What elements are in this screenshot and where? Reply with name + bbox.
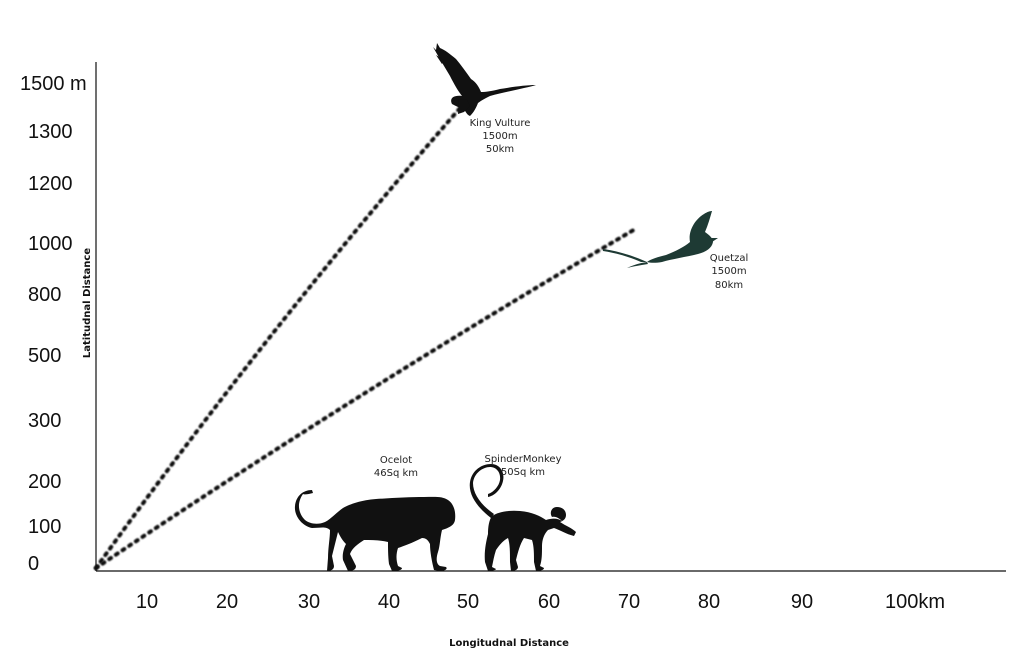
king-vulture-name: King Vulture (470, 118, 531, 129)
y-tick-label: 800 (28, 284, 61, 306)
x-tick-label: 60 (538, 591, 560, 613)
annotation-ocelot: Ocelot 46Sq km (374, 455, 418, 479)
king-vulture-range: 50km (486, 144, 514, 155)
y-tick-label: 1200 (28, 173, 73, 195)
y-tick-label: 200 (28, 471, 61, 493)
spider-monkey-area: 50Sq km (501, 467, 545, 478)
x-tick-label: 80 (698, 591, 720, 613)
quetzal-icon (603, 211, 718, 268)
monkey-icon (469, 464, 576, 571)
king-vulture-altitude: 1500m (482, 131, 517, 142)
y-tick-label: 1300 (28, 121, 73, 143)
x-tick-label: 70 (618, 591, 640, 613)
y-tick-labels: 0 100 200 300 500 800 1000 1200 1300 1500 m (20, 73, 87, 575)
x-tick-label: 10 (136, 591, 158, 613)
x-axis-title: Longitudnal Distance (449, 638, 569, 649)
quetzal-name: Quetzal (710, 253, 748, 264)
annotation-quetzal: Quetzal 1500m 80km (710, 253, 748, 291)
x-tick-label: 90 (791, 591, 813, 613)
king-vulture-path (94, 106, 463, 570)
quetzal-range: 80km (715, 280, 743, 291)
spider-monkey-name: SpinderMonkey (484, 454, 561, 465)
annotation-king-vulture: King Vulture 1500m 50km (470, 118, 531, 155)
vulture-icon (433, 43, 536, 116)
ocelot-area: 46Sq km (374, 468, 418, 479)
ocelot-name: Ocelot (380, 455, 412, 466)
y-tick-label: 0 (28, 553, 39, 575)
quetzal-altitude: 1500m (711, 266, 746, 277)
y-tick-label: 300 (28, 410, 61, 432)
x-tick-label: 100km (885, 591, 945, 613)
ocelot-icon (294, 490, 456, 571)
x-tick-label: 40 (378, 591, 400, 613)
y-tick-label: 1500 m (20, 73, 87, 95)
y-axis-title: Latitudnal Distance (82, 248, 93, 358)
flight-paths (94, 106, 639, 570)
x-tick-label: 50 (457, 591, 479, 613)
y-tick-label: 500 (28, 345, 61, 367)
x-tick-label: 30 (298, 591, 320, 613)
y-tick-label: 100 (28, 516, 61, 538)
x-tick-label: 20 (216, 591, 238, 613)
y-tick-label: 1000 (28, 233, 73, 255)
x-tick-labels: 10 20 30 40 50 60 70 80 90 100km (136, 591, 945, 613)
quetzal-path (94, 226, 639, 570)
annotation-spider-monkey: SpinderMonkey 50Sq km (484, 454, 561, 478)
